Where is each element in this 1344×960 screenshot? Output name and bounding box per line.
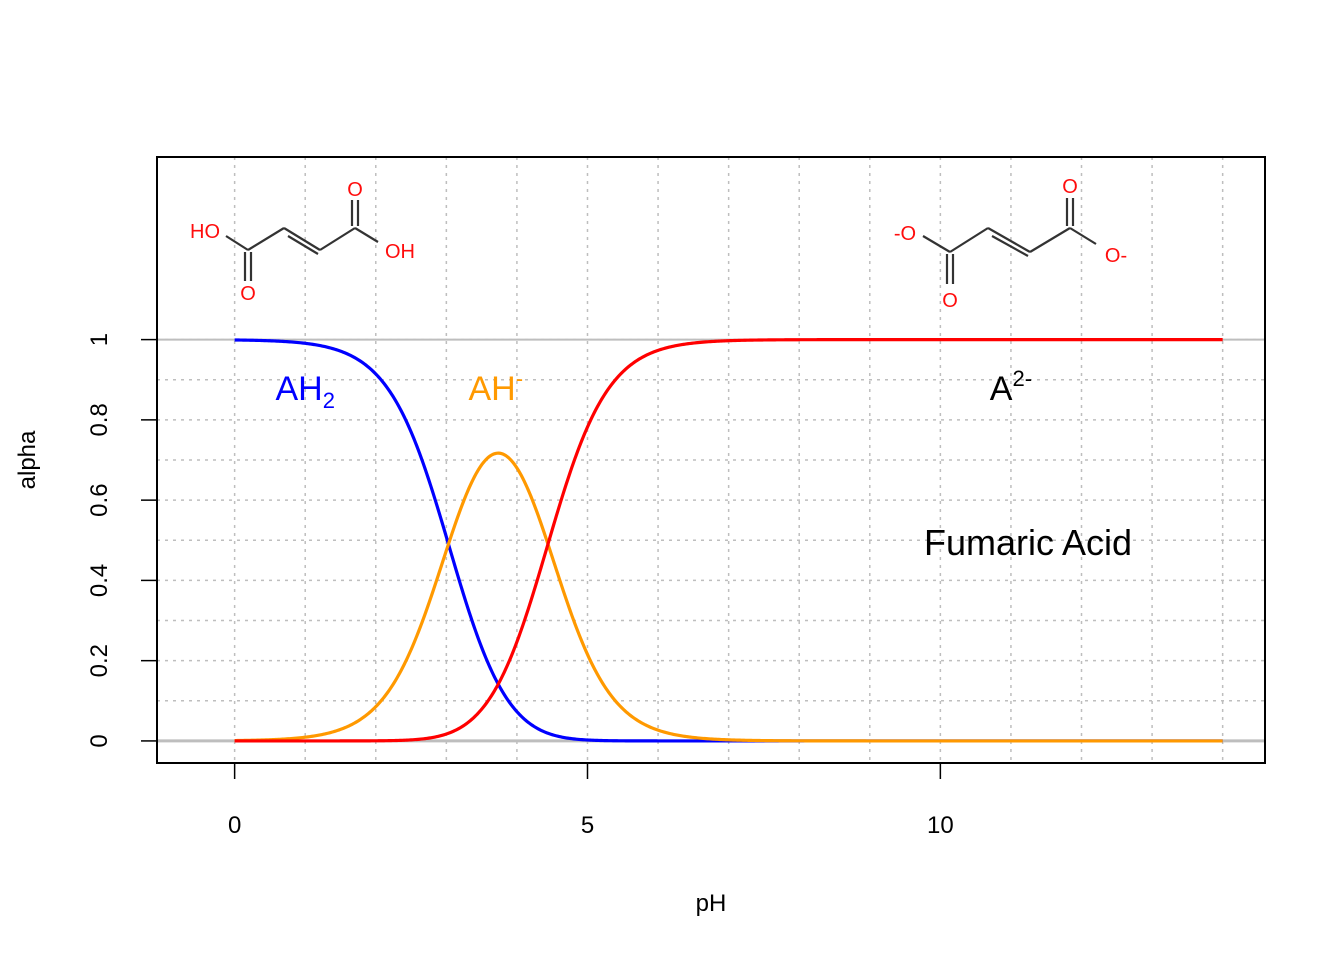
y-tick-label: 1 <box>86 333 113 346</box>
x-tick-label: 5 <box>581 812 594 839</box>
series-label-ah2: AH2 <box>275 370 334 413</box>
y-axis-label: alpha <box>14 430 41 489</box>
series-layer <box>234 338 1223 743</box>
species-labels: AH2 AH- A2- <box>275 366 1032 413</box>
dianion-left-oxygen: -O <box>894 223 916 245</box>
y-tick-label: 0.6 <box>86 483 113 516</box>
acid-right-hydroxyl: OH <box>385 241 415 263</box>
chart-title: Fumaric Acid <box>924 522 1132 563</box>
series-label-a2: A2- <box>990 366 1032 408</box>
series-label-ah: AH- <box>468 366 523 408</box>
dianion-top-oxygen: O <box>1062 176 1078 198</box>
acid-bottom-oxygen: O <box>240 283 256 305</box>
series-line-a2 <box>234 338 1223 743</box>
y-tick-label: 0 <box>86 734 113 747</box>
series-line-ah <box>234 451 1223 743</box>
structure-acid: HO O OH O <box>190 179 415 305</box>
axes: 0 5 10 0 0.2 0.4 0.6 0.8 1 <box>86 333 954 839</box>
y-tick-label: 0.2 <box>86 644 113 677</box>
dianion-right-oxygen: O- <box>1105 245 1127 267</box>
x-tick-label: 0 <box>228 812 241 839</box>
acid-top-oxygen: O <box>347 179 363 201</box>
x-axis-label: pH <box>696 890 727 917</box>
dianion-bottom-oxygen: O <box>942 290 958 312</box>
structure-dianion: -O O O- O <box>894 176 1127 312</box>
y-tick-label: 0.4 <box>86 564 113 597</box>
y-tick-label: 0.8 <box>86 403 113 436</box>
x-tick-label: 10 <box>927 812 954 839</box>
acid-left-hydroxyl: HO <box>190 221 220 243</box>
